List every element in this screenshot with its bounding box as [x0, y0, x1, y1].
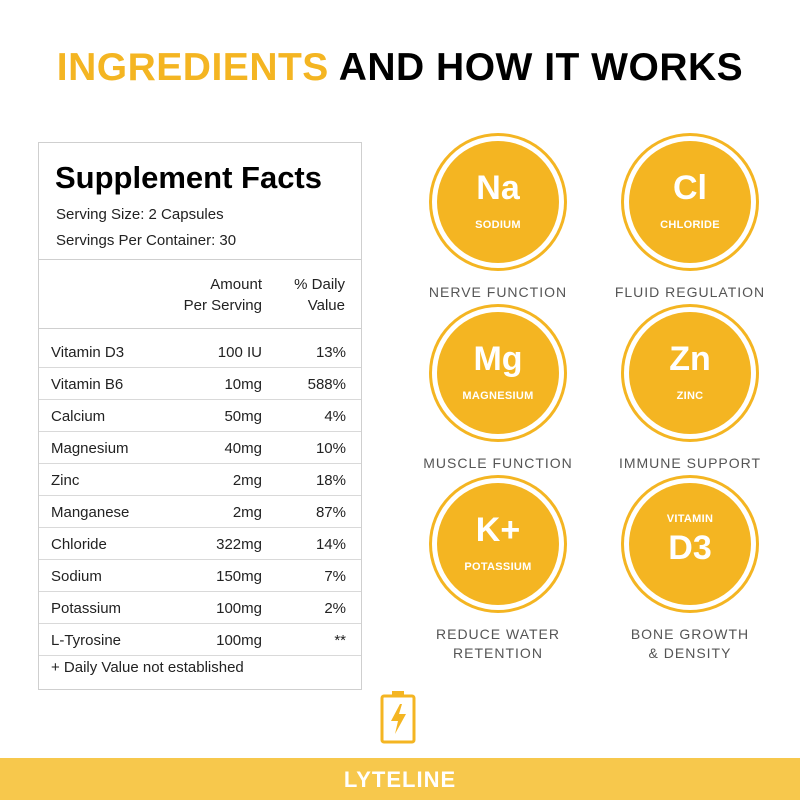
nutrient-amount: 322mg — [216, 536, 262, 553]
mineral-badge: VITAMIN D3 — [629, 483, 751, 605]
mineral-caption: MUSCLE FUNCTION — [416, 454, 580, 473]
caption-line2: & DENSITY — [648, 645, 732, 661]
mineral-symbol: Mg — [473, 340, 523, 378]
header-amount: Amount Per Serving — [184, 274, 262, 316]
facts-divider — [39, 328, 361, 329]
nutrient-name: Sodium — [51, 568, 102, 585]
facts-row: Magnesium 40mg 10% — [39, 432, 361, 464]
nutrient-dv: ** — [334, 632, 346, 649]
nutrient-name: Calcium — [51, 408, 106, 425]
facts-divider — [39, 259, 361, 260]
nutrient-amount: 40mg — [224, 440, 262, 457]
mineral-name: POTASSIUM — [464, 561, 532, 573]
mineral-symbol: Zn — [669, 340, 711, 378]
nutrient-amount: 100 IU — [217, 344, 262, 361]
mineral-symbol: Cl — [673, 169, 707, 207]
mineral-caption: NERVE FUNCTION — [416, 283, 580, 302]
mineral-potassium: K+ POTASSIUM REDUCE WATER RETENTION — [416, 483, 580, 663]
facts-row: Calcium 50mg 4% — [39, 400, 361, 432]
nutrient-name: L-Tyrosine — [51, 632, 122, 649]
nutrient-dv: 18% — [315, 472, 346, 489]
caption-line1: FLUID REGULATION — [614, 284, 766, 300]
nutrient-dv: 4% — [324, 408, 346, 425]
facts-row: Sodium 150mg 7% — [39, 560, 361, 592]
facts-row: L-Tyrosine 100mg ** — [39, 624, 361, 656]
facts-row: Chloride 322mg 14% — [39, 528, 361, 560]
header-dv-line1: % Daily — [294, 276, 345, 293]
headline-rest: AND HOW IT WORKS — [338, 46, 744, 89]
brand-footer: LYTELINE — [0, 758, 800, 800]
caption-line2: RETENTION — [453, 645, 543, 661]
nutrient-name: Chloride — [51, 536, 107, 553]
nutrient-amount: 100mg — [216, 632, 262, 649]
mineral-caption: FLUID REGULATION — [608, 283, 772, 302]
nutrient-amount: 2mg — [232, 504, 262, 521]
mineral-name: MAGNESIUM — [462, 390, 534, 402]
nutrient-amount: 100mg — [216, 600, 262, 617]
headline-accent: INGREDIENTS — [56, 46, 329, 89]
mineral-magnesium: Mg MAGNESIUM MUSCLE FUNCTION — [416, 312, 580, 473]
mineral-caption: BONE GROWTH & DENSITY — [608, 625, 772, 663]
nutrient-amount: 150mg — [216, 568, 262, 585]
mineral-vitamin-d3: VITAMIN D3 BONE GROWTH & DENSITY — [608, 483, 772, 663]
nutrient-name: Vitamin D3 — [51, 344, 125, 361]
facts-row: Zinc 2mg 18% — [39, 464, 361, 496]
nutrient-dv: 7% — [324, 568, 346, 585]
caption-line1: IMMUNE SUPPORT — [618, 455, 762, 471]
nutrient-name: Zinc — [51, 472, 80, 489]
nutrient-dv: 588% — [307, 376, 346, 393]
mineral-chloride: Cl CHLORIDE FLUID REGULATION — [608, 141, 772, 302]
facts-row: Manganese 2mg 87% — [39, 496, 361, 528]
mineral-badge: K+ POTASSIUM — [437, 483, 559, 605]
battery-lightning-icon — [380, 691, 416, 744]
supplement-facts-panel: Supplement Facts Serving Size: 2 Capsule… — [38, 142, 362, 690]
nutrient-name: Potassium — [51, 600, 122, 617]
brand-name: LYTELINE — [343, 767, 457, 792]
caption-line1: BONE GROWTH — [630, 626, 750, 642]
mineral-sodium: Na SODIUM NERVE FUNCTION — [416, 141, 580, 302]
servings-per-container: Servings Per Container: 30 — [56, 232, 237, 249]
caption-line1: MUSCLE FUNCTION — [423, 455, 573, 471]
facts-row: Vitamin D3 100 IU 13% — [39, 336, 361, 368]
mineral-caption: IMMUNE SUPPORT — [608, 454, 772, 473]
mineral-caption: REDUCE WATER RETENTION — [416, 625, 580, 663]
nutrient-amount: 2mg — [232, 472, 262, 489]
mineral-symbol: D3 — [668, 529, 712, 567]
header-amount-line1: Amount — [210, 276, 262, 293]
facts-row: Vitamin B6 10mg 588% — [39, 368, 361, 400]
mineral-badge: Cl CHLORIDE — [629, 141, 751, 263]
mineral-symbol: K+ — [475, 511, 521, 549]
mineral-zinc: Zn ZINC IMMUNE SUPPORT — [608, 312, 772, 473]
mineral-prefix: VITAMIN — [666, 513, 714, 525]
nutrient-name: Manganese — [51, 504, 130, 521]
facts-title: Supplement Facts — [55, 160, 322, 195]
page-headline: INGREDIENTS AND HOW IT WORKS — [0, 46, 800, 90]
facts-row: Potassium 100mg 2% — [39, 592, 361, 624]
header-amount-line2: Per Serving — [183, 297, 262, 314]
header-daily-value: % Daily Value — [294, 274, 345, 316]
nutrient-dv: 2% — [324, 600, 346, 617]
mineral-name: ZINC — [676, 390, 704, 402]
nutrient-amount: 10mg — [224, 376, 262, 393]
nutrient-dv: 14% — [315, 536, 346, 553]
mineral-name: CHLORIDE — [660, 219, 720, 231]
nutrient-name: Vitamin B6 — [51, 376, 124, 393]
mineral-symbol: Na — [476, 169, 520, 207]
nutrient-dv: 13% — [315, 344, 346, 361]
facts-footnote: + Daily Value not established — [51, 659, 244, 676]
mineral-badge: Zn ZINC — [629, 312, 751, 434]
mineral-badge: Na SODIUM — [437, 141, 559, 263]
caption-line1: NERVE FUNCTION — [428, 284, 568, 300]
nutrient-dv: 87% — [315, 504, 346, 521]
caption-line1: REDUCE WATER — [436, 626, 560, 642]
nutrient-name: Magnesium — [51, 440, 129, 457]
mineral-badge: Mg MAGNESIUM — [437, 312, 559, 434]
nutrient-dv: 10% — [315, 440, 346, 457]
nutrient-amount: 50mg — [224, 408, 262, 425]
header-dv-line2: Value — [307, 297, 345, 314]
mineral-name: SODIUM — [475, 219, 521, 231]
serving-size: Serving Size: 2 Capsules — [56, 206, 224, 223]
